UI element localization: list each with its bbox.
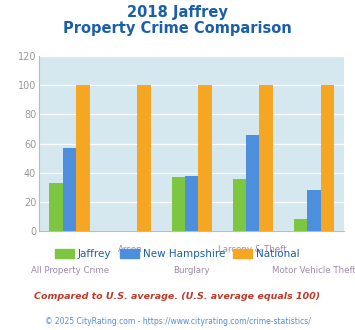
Bar [294, 219, 307, 231]
Bar [63, 148, 76, 231]
Bar [198, 85, 212, 231]
Text: © 2025 CityRating.com - https://www.cityrating.com/crime-statistics/: © 2025 CityRating.com - https://www.city… [45, 317, 310, 326]
Bar [171, 177, 185, 231]
Bar [233, 179, 246, 231]
Legend: Jaffrey, New Hampshire, National: Jaffrey, New Hampshire, National [51, 245, 304, 263]
Bar [246, 135, 260, 231]
Text: Compared to U.S. average. (U.S. average equals 100): Compared to U.S. average. (U.S. average … [34, 292, 321, 301]
Bar [185, 176, 198, 231]
Bar [137, 85, 151, 231]
Bar [321, 85, 334, 231]
Text: Motor Vehicle Theft: Motor Vehicle Theft [272, 266, 355, 275]
Bar [76, 85, 90, 231]
Text: 2018 Jaffrey: 2018 Jaffrey [127, 5, 228, 20]
Text: Larceny & Theft: Larceny & Theft [218, 245, 287, 254]
Text: Property Crime Comparison: Property Crime Comparison [63, 21, 292, 36]
Bar [307, 190, 321, 231]
Text: Burglary: Burglary [173, 266, 210, 275]
Text: All Property Crime: All Property Crime [31, 266, 109, 275]
Bar [49, 183, 63, 231]
Bar [260, 85, 273, 231]
Text: Arson: Arson [118, 245, 143, 254]
